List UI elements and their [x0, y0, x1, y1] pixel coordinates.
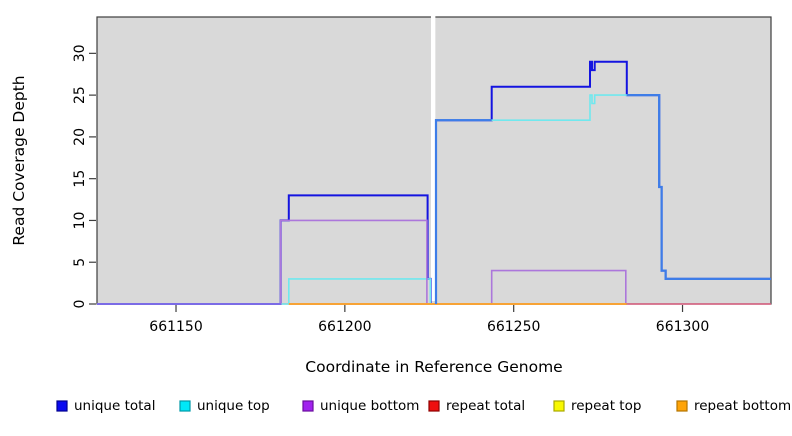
y-tick-label: 15	[72, 170, 88, 188]
y-tick-label: 5	[72, 258, 88, 267]
legend-label: repeat top	[571, 398, 641, 414]
legend-marker-unique-top	[179, 400, 191, 412]
y-tick-label: 0	[72, 300, 88, 309]
x-tick-label: 661300	[656, 319, 709, 335]
y-axis-title: Read Coverage Depth	[10, 75, 28, 245]
legend-label: repeat bottom	[694, 398, 791, 414]
legend-label: unique bottom	[320, 398, 419, 414]
legend-label: repeat total	[446, 398, 525, 414]
y-tick-label: 10	[72, 212, 88, 230]
legend-label: unique total	[74, 398, 155, 414]
x-tick-label: 661200	[318, 319, 371, 335]
legend-marker-unique-total	[56, 400, 68, 412]
series-line-total-top-overlap-rise	[434, 119, 492, 304]
y-tick-label: 25	[72, 86, 88, 104]
y-tick-label: 20	[72, 128, 88, 146]
legend-marker-repeat-top	[553, 400, 565, 412]
legend-marker-repeat-bottom	[676, 400, 688, 412]
x-axis-title: Coordinate in Reference Genome	[305, 358, 562, 376]
legend-label: unique top	[197, 398, 270, 414]
y-tick-label: 30	[72, 44, 88, 62]
x-tick-label: 661250	[487, 319, 540, 335]
legend-marker-repeat-total	[428, 400, 440, 412]
x-tick-label: 661150	[149, 319, 202, 335]
series-line-total-top-overlap-descent	[626, 94, 771, 280]
legend-marker-unique-bottom	[302, 400, 314, 412]
coverage-gap-band	[430, 16, 436, 301]
